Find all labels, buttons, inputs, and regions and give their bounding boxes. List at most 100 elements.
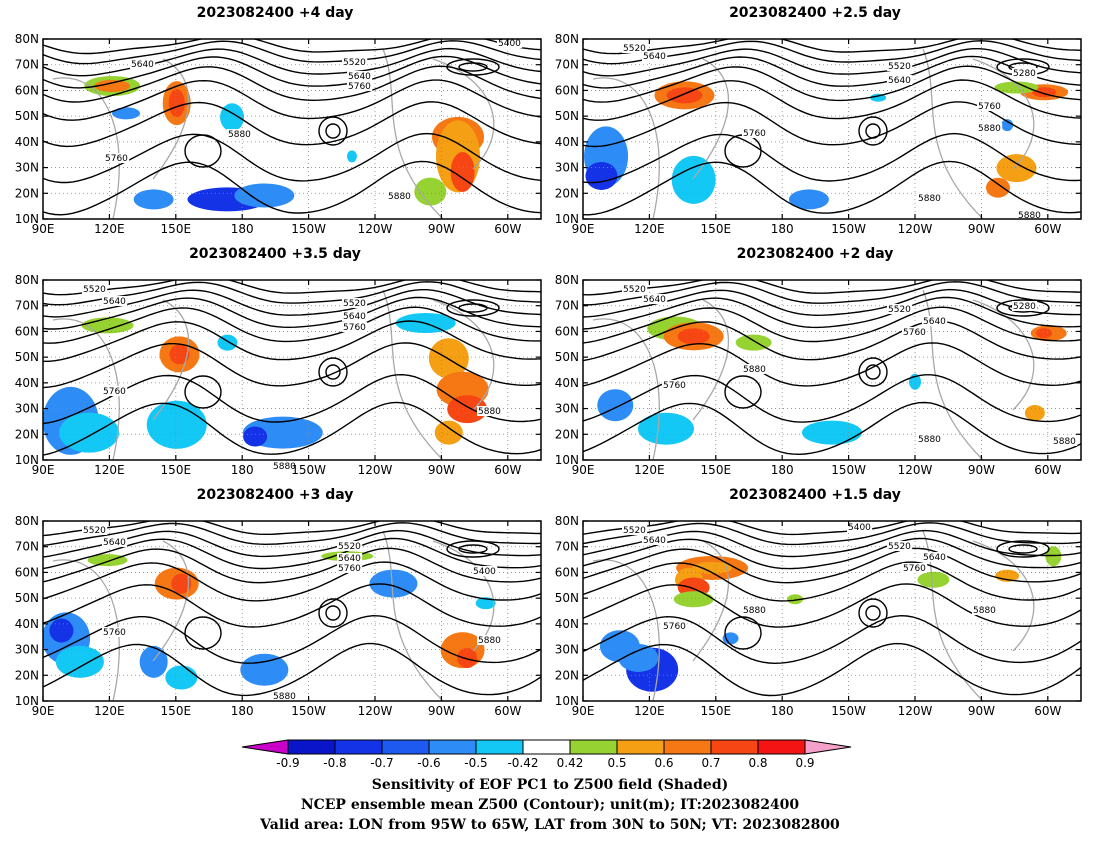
lon-tick-label: 120W [898,222,933,236]
z500-contour [583,280,1081,296]
contour-label-bg [902,327,928,337]
lon-tick-label: 90E [572,463,595,477]
contour-label-bg [642,535,668,545]
lat-tick-label: 30N [15,161,39,175]
lon-tick-label: 150W [831,463,866,477]
contour-label-bg [342,311,368,321]
colorbar-tick-label: -0.8 [323,756,346,770]
lat-tick-label: 50N [555,350,579,364]
colorbar-segment [381,739,430,755]
panel-title: 2023082400 +1.5 day [729,487,901,503]
z500-contour [43,306,541,344]
contour-label-bg [102,386,128,396]
lon-tick-label: 60W [1034,222,1061,236]
colorbar-tick-label: -0.5 [464,756,487,770]
lat-tick-label: 20N [15,668,39,682]
coastline [432,299,495,411]
z500-contour [583,401,1081,456]
contour-label: 5760 [663,622,686,632]
coastline [692,540,730,662]
contour-label: 5880 [743,365,766,375]
contour-label-bg [622,43,648,53]
contour-label-bg [642,51,668,61]
z500-contour [318,116,348,146]
colorbar-segment [663,739,712,755]
z500-contour [583,132,1081,184]
contour-label-bg [347,71,373,81]
coastline [152,540,190,662]
contour-label-bg [977,101,1003,111]
contour-label: 5760 [343,323,366,333]
contour-label-bg [662,380,688,390]
z500-contour [858,116,888,146]
colorbar-segment [287,739,336,755]
contour-label-bg [387,191,413,201]
coastline [382,530,444,701]
lat-tick-label: 70N [555,299,579,313]
contour-label-bg [922,316,948,326]
contour-label-bg [102,296,128,306]
sensitivity-shading [1045,546,1062,567]
sensitivity-shading [996,154,1037,183]
lon-tick-label: 60W [1034,704,1061,718]
lat-tick-label: 50N [555,591,579,605]
contour-label: 5880 [743,606,766,616]
contour-label-bg [917,193,943,203]
lon-tick-label: 150E [161,222,192,236]
sensitivity-shading [168,89,185,118]
lat-tick-label: 80N [555,32,579,46]
sensitivity-shading [692,561,733,574]
z500-contour [583,65,1081,103]
coastline [972,299,1035,411]
lon-tick-label: 60W [494,222,521,236]
lon-tick-label: 150E [701,222,732,236]
lon-tick-label: 120E [94,222,125,236]
lat-tick-label: 20N [555,668,579,682]
lat-tick-label: 80N [15,273,39,287]
contour-label-bg [130,59,156,69]
colorbar-segment [616,739,665,755]
z500-contour [724,375,762,409]
z500-contour [583,522,1081,546]
lon-tick-label: 180 [771,463,794,477]
sensitivity-shading [165,665,198,690]
contour-label: 5880 [1053,437,1076,447]
lon-tick-label: 180 [771,704,794,718]
contour-label-bg [662,621,688,631]
z500-contour [43,160,541,216]
z500-contour [43,47,541,77]
contour-label-bg [342,57,368,67]
z500-contour [858,598,888,628]
contour-label: 5880 [1018,211,1041,221]
lon-tick-label: 180 [231,704,254,718]
colorbar-segment [334,739,383,755]
z500-contour [458,303,488,313]
lon-tick-label: 150W [831,222,866,236]
contour-label-bg [1017,210,1043,220]
contour-label: 5760 [103,387,126,397]
caption-contour: NCEP ensemble mean Z500 (Contour); unit(… [300,797,800,813]
contour-label: 5640 [643,536,666,546]
z500-contour [583,281,1081,306]
sensitivity-shading [171,573,192,594]
z500-contour [184,375,222,409]
colorbar-tick-label: 0.9 [795,756,814,770]
lat-tick-label: 60N [15,83,39,97]
contour-label: 5280 [1013,302,1036,312]
z500-contour [458,544,488,554]
sensitivity-shading [597,389,634,422]
z500-contour [43,280,541,296]
lat-tick-label: 50N [555,109,579,123]
lon-tick-label: 150E [701,463,732,477]
coastline [692,299,730,421]
z500-contour [43,55,541,89]
sensitivity-shading [1036,328,1053,339]
sensitivity-shading [447,395,488,424]
contour-label-bg [742,128,768,138]
z500-contour [865,364,881,380]
z500-contour [865,605,881,621]
contour-label: 5880 [918,435,941,445]
lat-tick-label: 60N [15,324,39,338]
